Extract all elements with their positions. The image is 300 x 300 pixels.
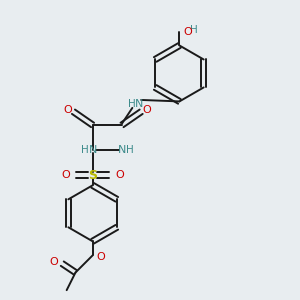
Text: O: O: [61, 170, 70, 180]
Text: O: O: [115, 170, 124, 180]
Text: O: O: [49, 257, 58, 267]
Text: N: N: [135, 99, 143, 110]
Text: H: H: [190, 25, 197, 35]
Text: O: O: [142, 105, 151, 115]
Text: N: N: [118, 145, 126, 155]
Text: O: O: [64, 105, 73, 115]
Text: H: H: [125, 145, 133, 155]
Text: O: O: [183, 27, 192, 37]
Text: N: N: [88, 145, 97, 155]
Text: H: H: [81, 145, 89, 155]
Text: S: S: [88, 169, 97, 182]
Text: O: O: [97, 252, 105, 262]
Text: H: H: [128, 99, 136, 110]
